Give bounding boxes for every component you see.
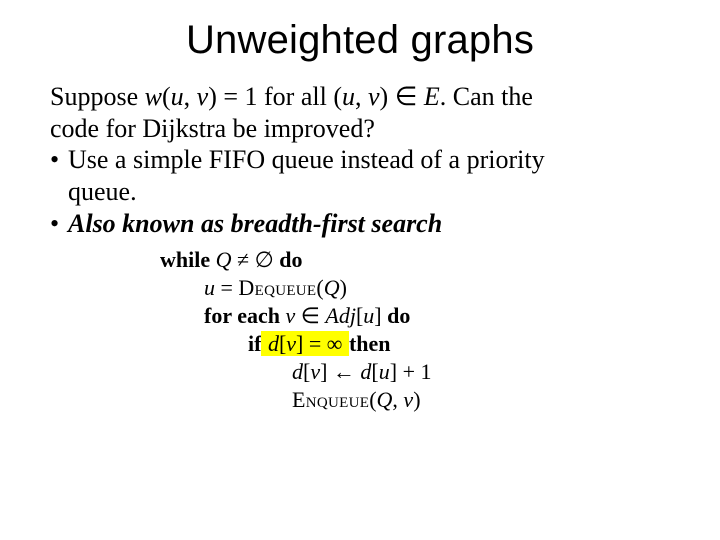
text: ): [380, 82, 395, 111]
var-u: u: [204, 275, 221, 300]
var-d: d: [262, 331, 279, 356]
var-u: u: [342, 82, 355, 111]
text: (: [369, 387, 376, 412]
bullet-1-line-2: queue.: [50, 176, 670, 208]
algo-line-4: if d[v] = ∞ then: [160, 330, 670, 358]
var-u: u: [379, 359, 390, 384]
var-d: d: [360, 359, 371, 384]
fn-enqueue: Enqueue: [292, 387, 369, 412]
text: Use a simple FIFO queue instead of a pri…: [68, 145, 545, 174]
text: Suppose: [50, 82, 145, 111]
text: ) = 1 for all (: [208, 82, 342, 111]
var-v: v: [403, 387, 413, 412]
arrow-left: ←: [333, 359, 361, 384]
var-Q: Q: [377, 387, 393, 412]
var-v: v: [286, 331, 296, 356]
text: ): [340, 275, 347, 300]
algo-line-1: while Q ≠ ∅ do: [160, 246, 670, 274]
bullet-1-line-1: • Use a simple FIFO queue instead of a p…: [50, 144, 670, 176]
text: ] + 1: [390, 359, 432, 384]
text: =: [221, 275, 239, 300]
body-line-1: Suppose w(u, v) = 1 for all (u, v) ∈ E. …: [50, 81, 670, 113]
set-E: E: [424, 82, 440, 111]
algo-line-2: u = Dequeue(Q): [160, 274, 670, 302]
var-Q: Q: [324, 275, 340, 300]
text: ] = ∞: [296, 331, 348, 356]
var-v: v: [197, 82, 209, 111]
algo-line-5: d[v] ← d[u] + 1: [160, 358, 670, 386]
var-v: v: [368, 82, 380, 111]
kw-for-each: for each: [204, 303, 280, 328]
var-v: v: [280, 303, 301, 328]
slide-title: Unweighted graphs: [50, 18, 670, 63]
var-Q: Q: [210, 247, 237, 272]
body-line-2: code for Dijkstra be improved?: [50, 113, 670, 145]
kw-while: while: [160, 247, 210, 272]
text: ]: [374, 303, 387, 328]
text: (: [316, 275, 323, 300]
var-v: v: [310, 359, 320, 384]
var-w: w: [145, 82, 162, 111]
text: ,: [392, 387, 403, 412]
neq-empty: ≠ ∅: [237, 247, 279, 272]
text: Also known as breadth-first search: [68, 209, 442, 238]
kw-do: do: [387, 303, 410, 328]
text: ,: [184, 82, 197, 111]
text: (: [162, 82, 171, 111]
var-u: u: [363, 303, 374, 328]
elem-symbol: ∈: [301, 303, 326, 328]
slide: Unweighted graphs Suppose w(u, v) = 1 fo…: [0, 0, 720, 540]
highlight: d[v] = ∞: [261, 331, 349, 356]
text: ,: [355, 82, 368, 111]
bullet-dot: •: [50, 144, 68, 176]
fn-dequeue: Dequeue: [238, 275, 316, 300]
text: ): [413, 387, 420, 412]
var-Adj: Adj: [325, 303, 356, 328]
bullet-2: • Also known as breadth-first search: [50, 208, 670, 240]
text: ]: [320, 359, 333, 384]
kw-if: if: [248, 331, 261, 356]
bullet-dot: •: [50, 208, 68, 240]
algo-line-6: Enqueue(Q, v): [160, 386, 670, 414]
text: . Can the: [440, 82, 533, 111]
bullet-indent: [50, 176, 68, 208]
kw-then: then: [349, 331, 391, 356]
text: queue.: [68, 177, 137, 206]
algorithm-block: while Q ≠ ∅ do u = Dequeue(Q) for each v…: [160, 246, 670, 415]
algo-line-3: for each v ∈ Adj[u] do: [160, 302, 670, 330]
var-u: u: [171, 82, 184, 111]
elem-symbol: ∈: [395, 82, 418, 111]
text: [: [371, 359, 378, 384]
var-d: d: [292, 359, 303, 384]
kw-do: do: [279, 247, 302, 272]
